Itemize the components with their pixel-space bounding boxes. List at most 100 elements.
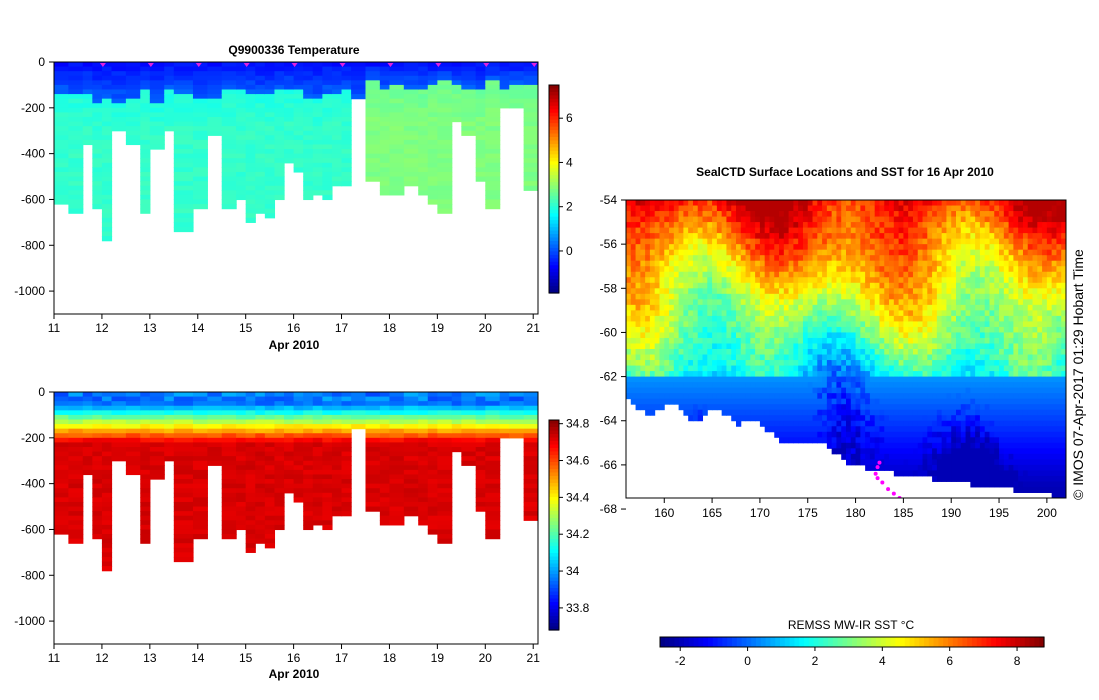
sst-cell <box>645 205 651 212</box>
sst-cell <box>874 310 880 317</box>
sst-cell <box>903 453 909 460</box>
sst-cell <box>688 216 694 223</box>
sal-y-tick-label: -400 <box>21 477 45 491</box>
sst-cell <box>736 304 742 311</box>
temp-cell <box>140 153 151 159</box>
temp-cell <box>403 75 419 81</box>
sal-cell <box>379 396 391 402</box>
temp-cell <box>485 135 501 141</box>
temp-cell <box>331 94 343 100</box>
sst-cell <box>630 271 637 278</box>
temp-cell <box>68 80 84 86</box>
sal-cell <box>207 451 223 457</box>
temp-colorbar-segment <box>549 254 559 259</box>
sal-cell <box>192 442 208 448</box>
sst-cell <box>788 233 794 240</box>
sst-cell <box>817 255 823 262</box>
sst-cell <box>831 420 837 427</box>
sst-cell <box>884 321 890 328</box>
sst-cell <box>817 211 823 218</box>
sst-cell <box>850 321 857 328</box>
sst-cell <box>822 426 828 433</box>
temp-cell <box>418 75 429 81</box>
sal-cell <box>82 442 93 448</box>
sst-cell <box>812 382 818 389</box>
sal-colorbar-segment <box>549 514 559 519</box>
temp-cell <box>92 149 103 155</box>
sst-cell <box>817 227 823 234</box>
temp-colorbar-segment <box>549 185 559 190</box>
sst-cell <box>874 448 880 455</box>
sst-cell <box>865 464 871 471</box>
sst-cell <box>908 426 914 433</box>
sst-cell <box>879 448 885 455</box>
sst-cell <box>683 337 689 344</box>
temp-cell <box>322 176 333 182</box>
temp-cell <box>236 135 247 141</box>
sst-cell <box>678 205 684 212</box>
temp-cell <box>255 181 266 187</box>
temp-cell <box>236 98 247 104</box>
temp-cell <box>82 139 93 146</box>
sal-colorbar-segment <box>549 605 559 610</box>
sst-cell <box>826 360 833 367</box>
sst-cell <box>783 354 790 361</box>
sal-cell <box>207 442 223 448</box>
sal-cell <box>173 433 194 439</box>
temp-cell <box>475 75 486 81</box>
sal-cell <box>365 469 381 476</box>
sal-cell <box>111 456 127 462</box>
sal-cell <box>245 460 256 466</box>
temp-cell <box>322 94 333 100</box>
sst-cell <box>850 271 857 278</box>
temp-cell <box>379 162 391 168</box>
sal-cell <box>284 405 295 411</box>
sst-cell <box>678 337 684 344</box>
temp-cell <box>274 158 285 164</box>
sst-cell <box>731 277 737 284</box>
temp-cell <box>101 162 113 168</box>
temp-cell <box>485 167 501 173</box>
sal-cell <box>92 424 103 430</box>
sst-cell <box>908 470 914 477</box>
sst-cell <box>716 255 723 262</box>
sst-cell <box>865 409 871 416</box>
temp-cell <box>101 71 113 77</box>
sal-cell <box>149 392 165 398</box>
sst-cell <box>759 200 766 207</box>
sst-cell <box>812 293 818 300</box>
sst-cell <box>712 304 718 311</box>
sst-cell <box>779 255 785 262</box>
sal-cell <box>140 501 151 508</box>
sal-cell <box>437 511 453 517</box>
temp-cell <box>173 130 194 136</box>
sst-cell <box>640 349 646 356</box>
sst-cell <box>726 299 732 306</box>
temp-cell <box>303 126 314 132</box>
sst-cell <box>807 277 814 284</box>
temp-cell <box>236 121 247 127</box>
sal-cell <box>461 410 477 416</box>
sst-cell <box>893 398 900 405</box>
sal-x-tick-label: 14 <box>191 651 205 665</box>
sst-cell <box>659 211 665 218</box>
sst-cell <box>846 238 852 245</box>
temp-colorbar-segment <box>549 143 559 148</box>
sst-cell <box>702 266 708 273</box>
sst-cell <box>903 398 909 405</box>
sst-cell <box>764 233 770 240</box>
temp-cell <box>351 66 367 72</box>
sst-cell <box>707 360 713 367</box>
sst-cell <box>640 211 646 218</box>
sst-cell <box>659 365 665 372</box>
sst-cell <box>865 266 871 273</box>
sst-cell <box>903 200 909 207</box>
sst-cell <box>846 332 852 339</box>
sal-x-tick-label: 17 <box>335 651 349 665</box>
sst-cell <box>716 354 723 361</box>
sst-cell <box>802 205 809 212</box>
sal-cell <box>140 428 151 434</box>
sst-cell <box>841 343 847 350</box>
sal-cell <box>403 428 419 434</box>
sst-cell <box>826 304 833 311</box>
